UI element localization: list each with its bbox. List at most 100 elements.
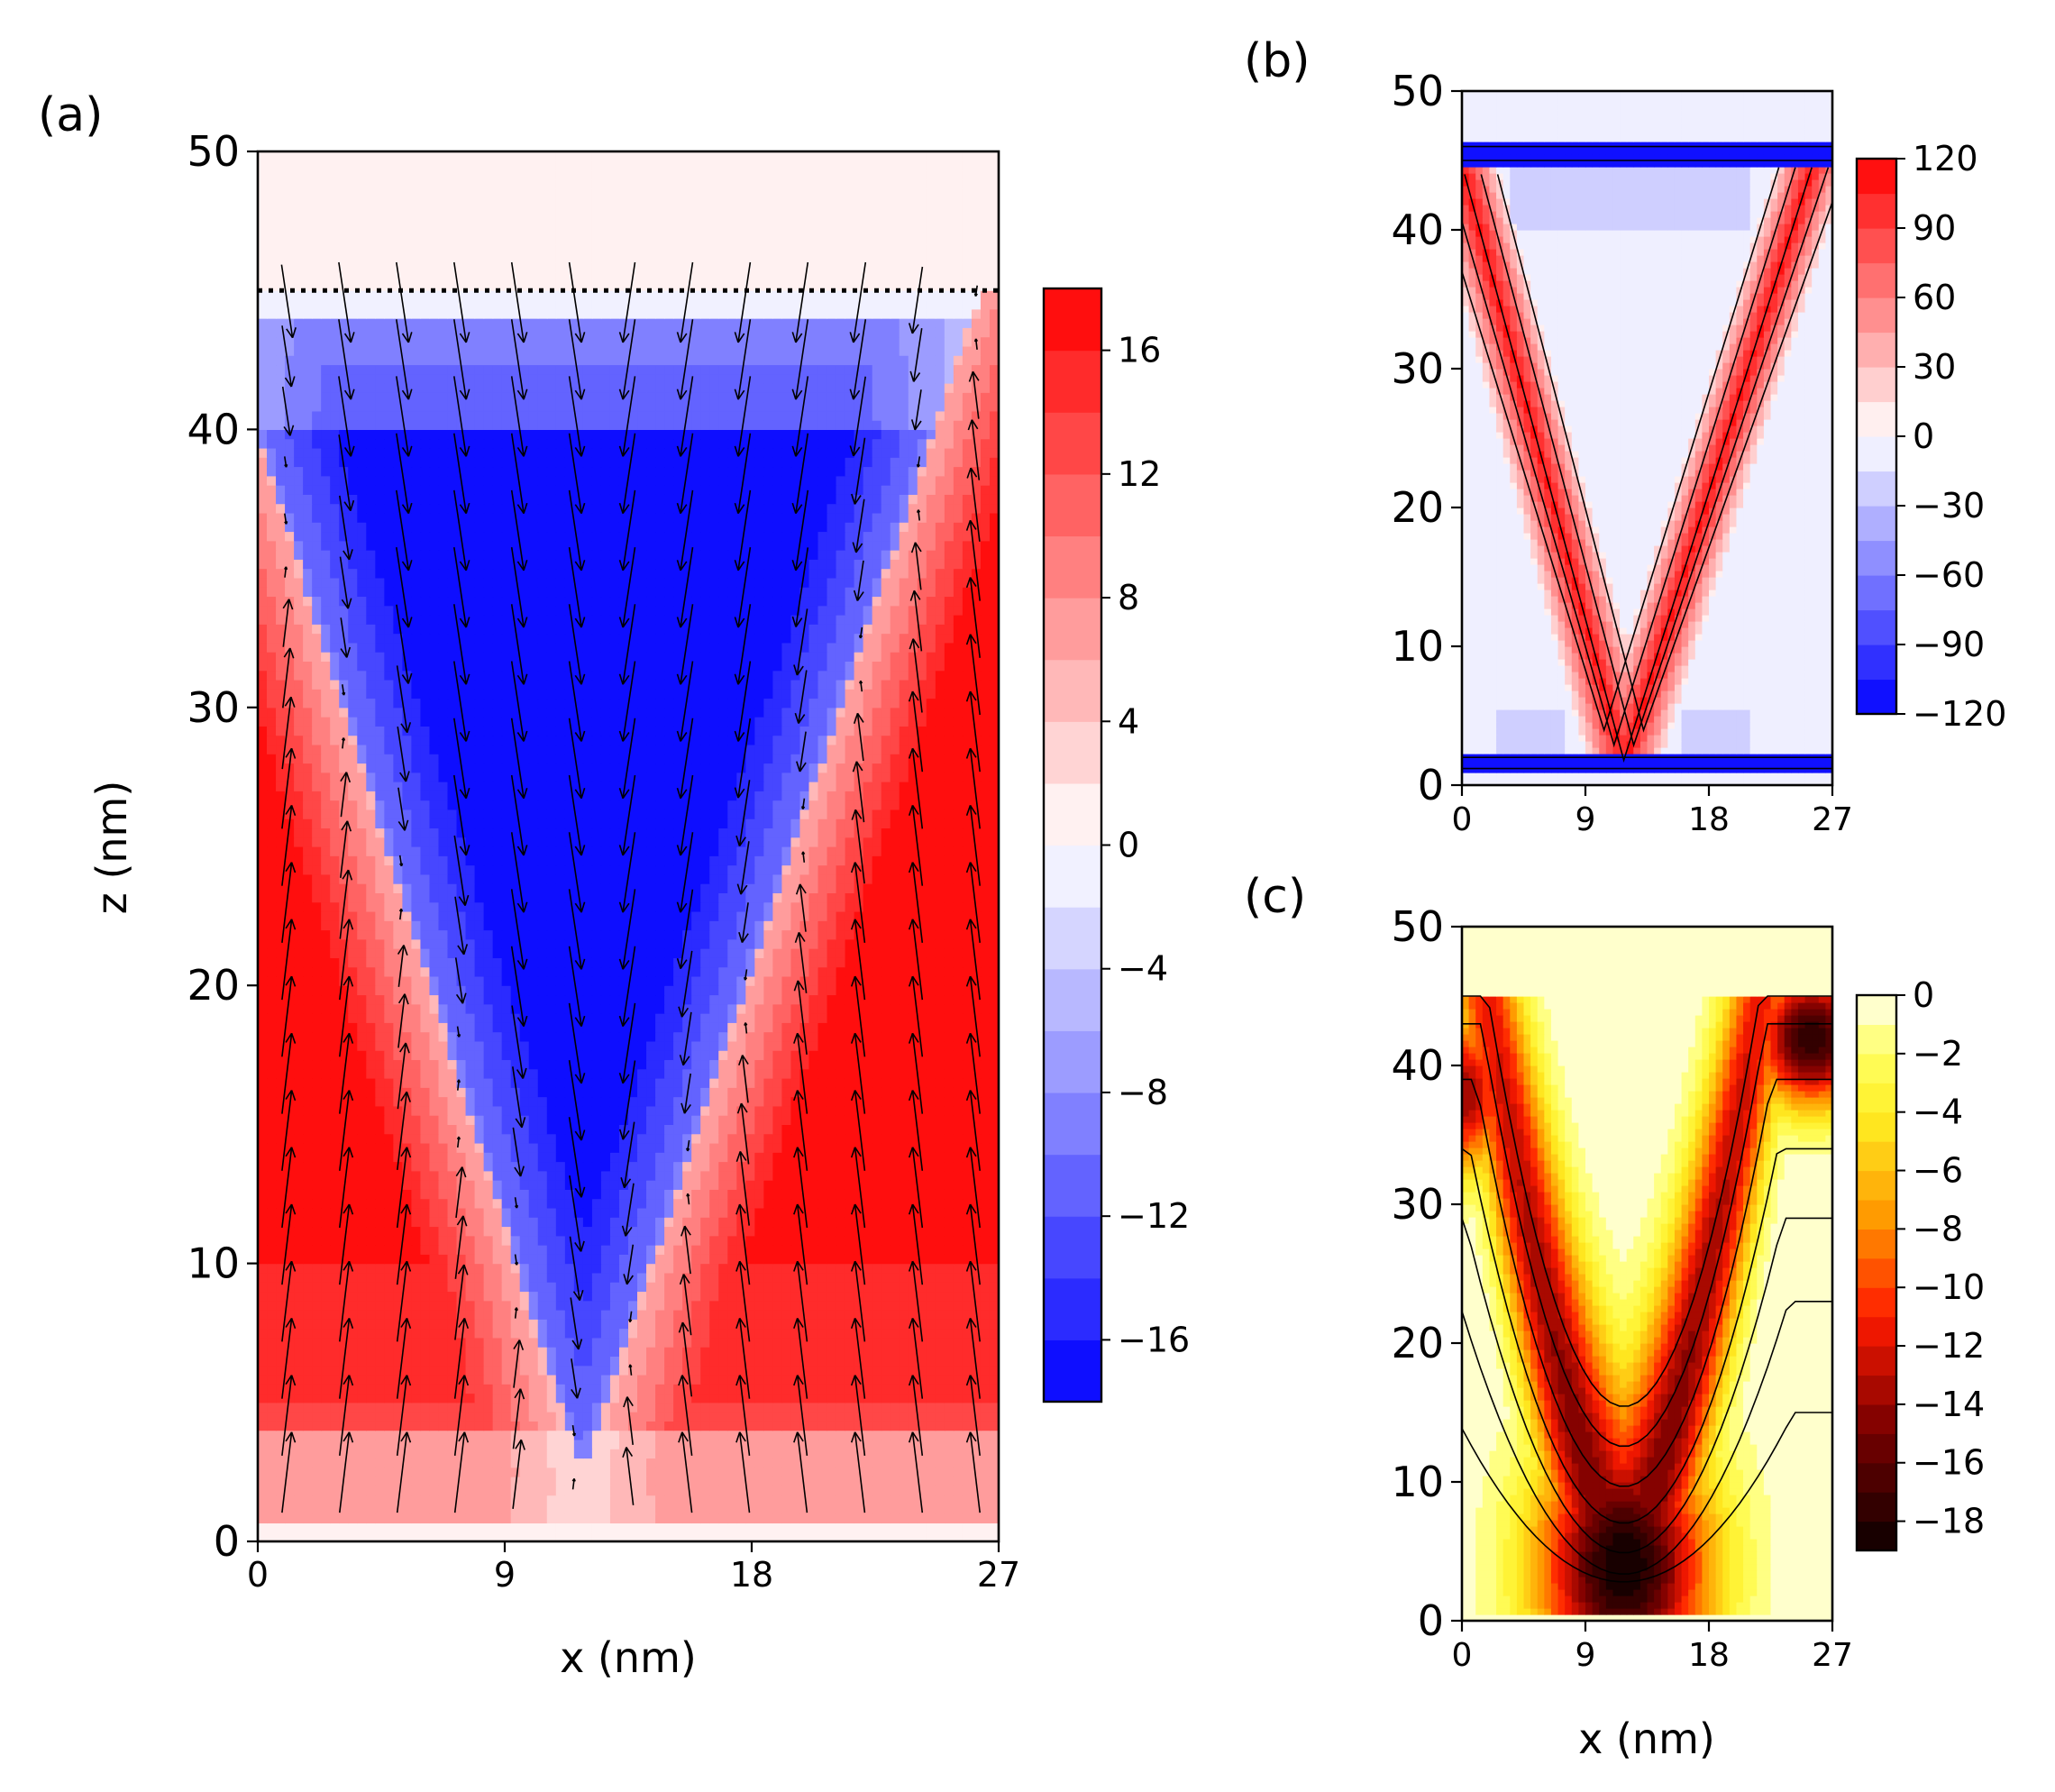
contour-cell [492,1477,503,1486]
contour-cell [700,1022,710,1033]
contour-cell [555,1310,566,1320]
contour-cell [402,1365,413,1376]
contour-cell [438,1133,449,1144]
contour-cell [366,1068,376,1079]
contour-cell [745,1522,755,1533]
contour-cell [799,1115,810,1125]
contour-cell [944,1170,954,1181]
contour-cell [483,1291,494,1302]
contour-cell [357,1040,367,1051]
contour-cell [357,1513,367,1524]
contour-cell [655,1272,665,1283]
contour-cell [817,1170,828,1181]
contour-cell [618,1087,629,1098]
contour-cell [312,975,322,986]
contour-cell [989,1207,999,1218]
contour-cell [727,1513,737,1524]
contour-cell [546,1040,557,1051]
contour-cell [718,1412,728,1422]
contour-cell [718,1347,728,1357]
contour-cell [682,1124,692,1135]
contour-cell [321,1421,331,1431]
contour-cell [709,1003,719,1014]
contour-cell [537,1105,548,1116]
contour-cell [519,1495,530,1505]
contour-cell [872,1050,882,1061]
contour-cell [763,1421,773,1431]
contour-cell [582,1374,593,1385]
contour-cell [646,1105,656,1116]
contour-cell [492,1430,503,1440]
contour-cell [872,994,882,1005]
contour-cell [673,1022,683,1033]
contour-cell [908,1282,918,1293]
contour-cell [573,985,584,996]
contour-cell [519,1458,530,1468]
contour-cell [330,1430,340,1440]
contour-cell [646,1310,656,1320]
contour-cell [872,1040,882,1051]
contour-cell [483,1152,494,1163]
contour-cell [664,1522,674,1533]
contour-cell [402,1291,413,1302]
contour-cell [763,1263,773,1274]
contour-cell [312,1031,322,1042]
contour-cell [736,1300,746,1311]
contour-cell [944,1513,954,1524]
contour-cell [628,1207,638,1218]
contour-cell [537,1040,548,1051]
contour-cell [673,1254,683,1265]
contour-cell [700,1050,710,1061]
contour-cell [267,1504,277,1514]
contour-cell [285,1189,295,1200]
contour-cell [872,1449,882,1459]
contour-cell [718,1477,728,1486]
contour-cell [582,1458,593,1468]
contour-cell [781,1310,792,1320]
contour-cell [772,1328,783,1339]
contour-cell [944,1124,954,1135]
contour-cell [691,1291,701,1302]
contour-cell [483,1421,494,1431]
contour-cell [258,1328,268,1339]
contour-cell [573,1513,584,1524]
contour-cell [926,1272,936,1283]
contour-cell [926,1439,936,1449]
contour-cell [691,1356,701,1367]
contour-cell [836,1467,846,1477]
contour-cell [664,1356,674,1367]
contour-cell [763,1282,773,1293]
contour-cell [357,1142,367,1153]
contour-cell [429,1207,440,1218]
contour-cell [763,1522,773,1533]
contour-cell [709,1142,719,1153]
contour-cell [546,1133,557,1144]
contour-cell [618,1531,629,1541]
contour-cell [637,1245,647,1255]
contour-cell [402,1189,413,1200]
contour-cell [267,1124,277,1135]
contour-cell [718,1458,728,1468]
contour-cell [854,1152,864,1163]
contour-cell [384,1504,394,1514]
contour-cell [267,1282,277,1293]
contour-cell [429,1291,440,1302]
contour-cell [528,1040,539,1051]
contour-cell [863,1374,873,1385]
contour-cell [330,1384,340,1394]
contour-cell [908,1291,918,1302]
contour-cell [953,1180,964,1190]
contour-cell [447,1319,458,1330]
contour-cell [655,1059,665,1070]
contour-cell [402,1003,413,1014]
contour-cell [989,1180,999,1190]
contour-cell [456,1291,467,1302]
contour-cell [600,1495,611,1505]
contour-cell [718,1282,728,1293]
contour-cell [492,1328,503,1339]
contour-cell [808,1477,819,1486]
contour-cell [447,1142,458,1153]
contour-cell [754,1189,764,1200]
contour-cell [321,1022,331,1033]
contour-cell [447,1522,458,1533]
